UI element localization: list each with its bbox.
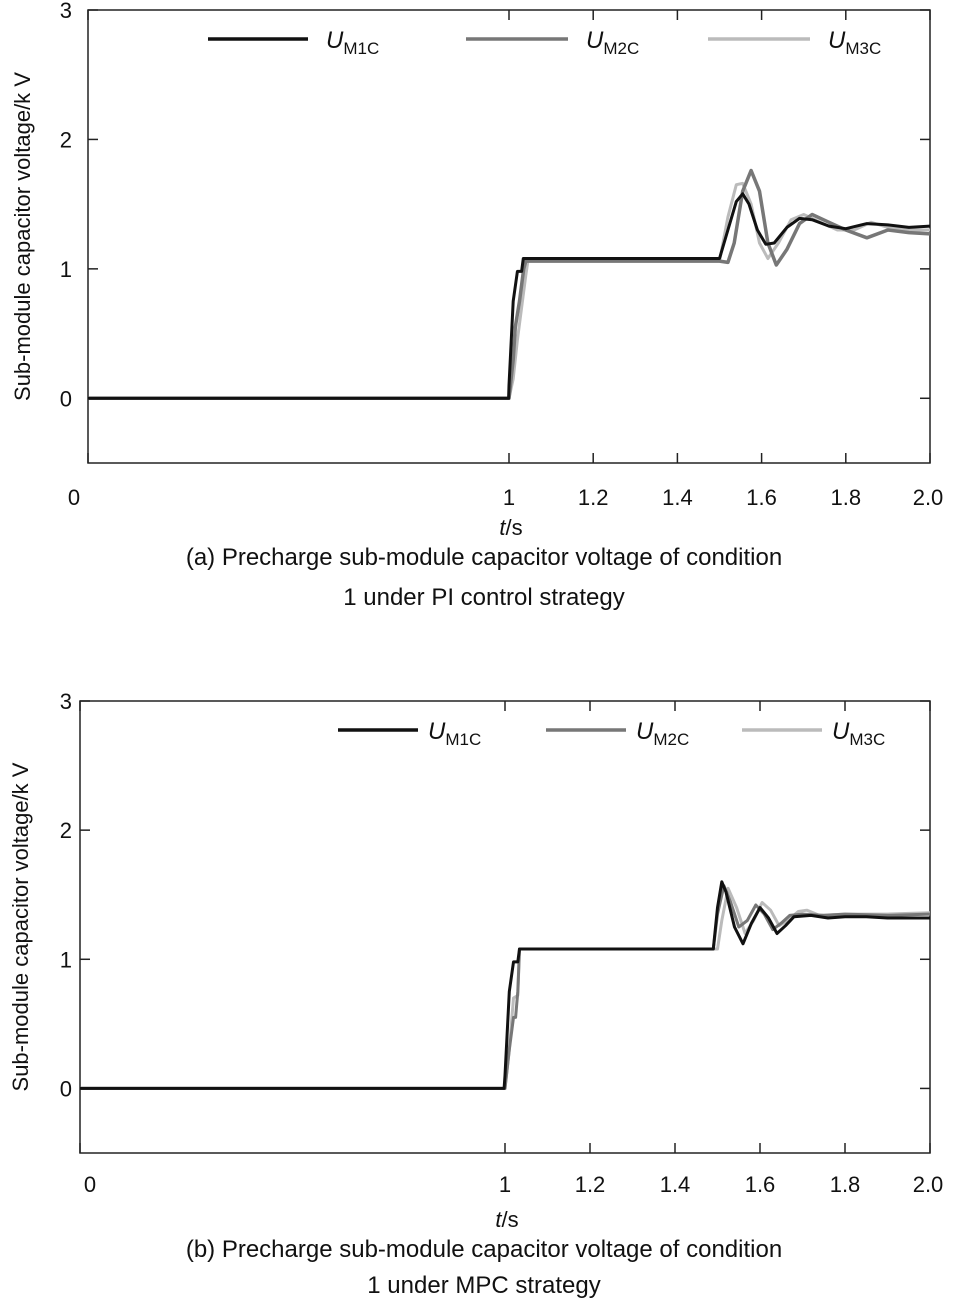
- y-tick-label: 0: [60, 1076, 72, 1101]
- x-tick-label: 1.6: [746, 485, 777, 510]
- x-tick-label: 1.8: [830, 1172, 861, 1197]
- y-tick-label: 3: [60, 689, 72, 714]
- legend: UM1C UM2C UM3C: [338, 718, 885, 749]
- series-line-UM1C: [80, 880, 930, 1090]
- x-axis-label: t/s: [499, 515, 522, 540]
- x-tick-label: 2.0: [913, 485, 944, 510]
- legend-label-sub: M3C: [849, 730, 885, 749]
- legend-label-UM3C: UM3C: [832, 718, 885, 749]
- legend-label-main: U: [326, 27, 344, 54]
- x-tick-label: 2.0: [913, 1172, 944, 1197]
- x-tick-label: 1.2: [575, 1172, 606, 1197]
- x-tick-label: 1.2: [578, 485, 609, 510]
- caption-line: 1 under MPC strategy: [367, 1272, 600, 1299]
- y-axis-label: Sub-module capacitor voltage/k V: [8, 762, 33, 1091]
- y-tick-label: 1: [60, 947, 72, 972]
- x-tick-label: 1: [499, 1172, 511, 1197]
- x-tick-label: 1.4: [660, 1172, 691, 1197]
- legend-label-UM3C: UM3C: [828, 27, 881, 58]
- legend-label-UM2C: UM2C: [586, 27, 639, 58]
- x-tick-label: 1.8: [831, 485, 862, 510]
- caption-line: (b) Precharge sub-module capacitor volta…: [186, 1236, 782, 1263]
- legend-label-UM1C: UM1C: [428, 718, 481, 749]
- legend-label-main: U: [828, 27, 846, 54]
- y-tick-label: 2: [60, 127, 72, 152]
- legend-label-sub: M1C: [445, 730, 481, 749]
- series-line-UM1C: [88, 192, 931, 400]
- x-tick-label: 1: [503, 485, 515, 510]
- legend-label-sub: M2C: [603, 39, 639, 58]
- caption-line: 1 under PI control strategy: [343, 584, 624, 611]
- y-tick-label: 3: [60, 0, 72, 23]
- x-axis-label-var: t: [499, 515, 506, 540]
- caption-line: (a) Precharge sub-module capacitor volta…: [186, 544, 782, 571]
- legend-label-main: U: [832, 718, 850, 745]
- legend-label-main: U: [428, 718, 446, 745]
- legend-label-sub: M2C: [653, 730, 689, 749]
- y-axis-label: Sub-module capacitor voltage/k V: [10, 72, 35, 401]
- x-tick-label: 0: [84, 1172, 96, 1197]
- y-tick-label: 0: [60, 386, 72, 411]
- series-line-UM2C: [88, 168, 931, 401]
- x-axis-label-unit: /s: [506, 515, 523, 540]
- x-axis-label-var: t: [495, 1207, 502, 1232]
- y-tick-label: 2: [60, 818, 72, 843]
- legend-label-sub: M1C: [343, 39, 379, 58]
- x-tick-label: 1.6: [745, 1172, 776, 1197]
- legend-label-UM1C: UM1C: [326, 27, 379, 58]
- legend-label-sub: M3C: [845, 39, 881, 58]
- x-axis-label-unit: /s: [502, 1207, 519, 1232]
- y-tick-label: 1: [60, 257, 72, 282]
- legend-label-main: U: [636, 718, 654, 745]
- x-tick-label: 1.4: [662, 485, 693, 510]
- x-axis-label: t/s: [495, 1207, 518, 1232]
- legend: UM1C UM2C UM3C: [208, 27, 881, 58]
- legend-label-main: U: [586, 27, 604, 54]
- x-tick-label: 0: [68, 485, 80, 510]
- legend-label-UM2C: UM2C: [636, 718, 689, 749]
